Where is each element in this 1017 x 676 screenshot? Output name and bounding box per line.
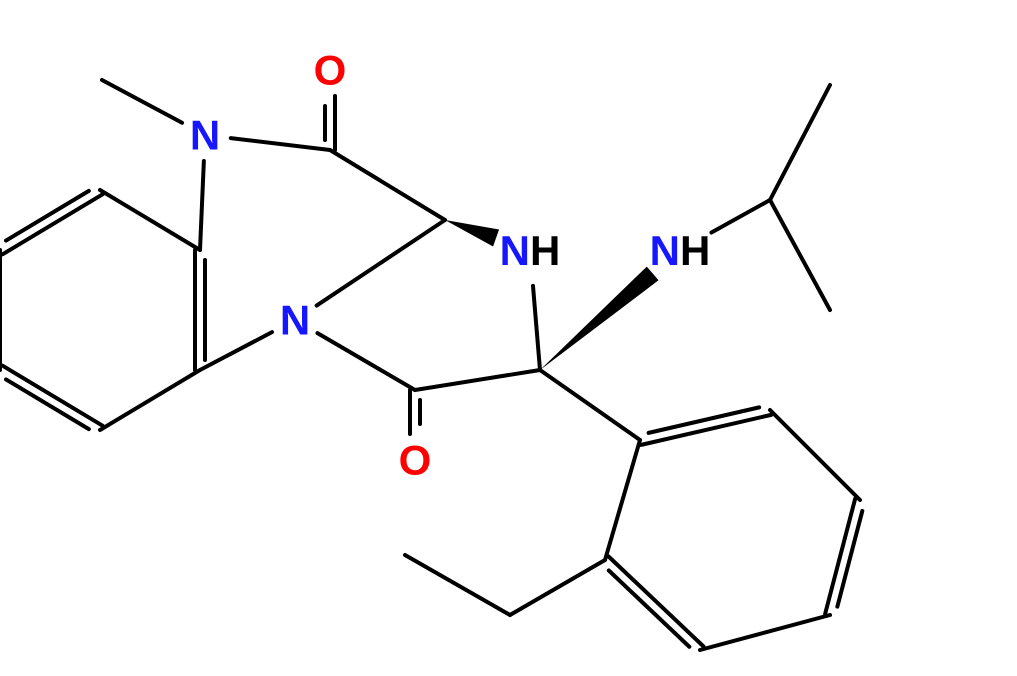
atom-label-O_top: O (314, 47, 347, 94)
atom-label-N_tl: N (190, 112, 220, 159)
bond-double (3, 194, 103, 254)
atom-label-NH_r: NH (650, 227, 711, 274)
bond-single (770, 410, 860, 500)
bonds-layer (0, 80, 862, 650)
bond-single (200, 332, 272, 370)
atoms-layer: O N N O NH NH (190, 47, 711, 484)
bond-single (317, 333, 415, 390)
bond-single (405, 555, 510, 615)
bond-single (700, 615, 830, 650)
atom-label-O_bot: O (399, 437, 432, 484)
bond-single (711, 200, 770, 233)
bond-double (608, 556, 703, 646)
bond-single (231, 138, 330, 150)
atom-label-N_bl: N (280, 297, 310, 344)
bond-single (415, 370, 540, 390)
atom-label-NH_mid: NH (500, 227, 561, 274)
bond-double (6, 379, 89, 429)
bond-single (100, 190, 200, 250)
bond-double (3, 366, 103, 426)
bond-single (102, 80, 182, 123)
bond-double (6, 191, 89, 241)
molecule-diagram: O N N O NH NH (0, 0, 1017, 676)
bond-single (100, 370, 200, 430)
bond-single (770, 85, 830, 200)
bond-single (510, 560, 605, 615)
bond-single (317, 220, 445, 306)
bond-single (605, 440, 640, 560)
bond-wedge (445, 220, 499, 247)
bond-single (330, 150, 445, 220)
bond-single (533, 286, 540, 370)
bond-wedge (540, 267, 659, 370)
bond-single (770, 200, 830, 310)
bond-single (540, 370, 640, 440)
bond-double (609, 571, 689, 647)
bond-single (200, 161, 204, 250)
